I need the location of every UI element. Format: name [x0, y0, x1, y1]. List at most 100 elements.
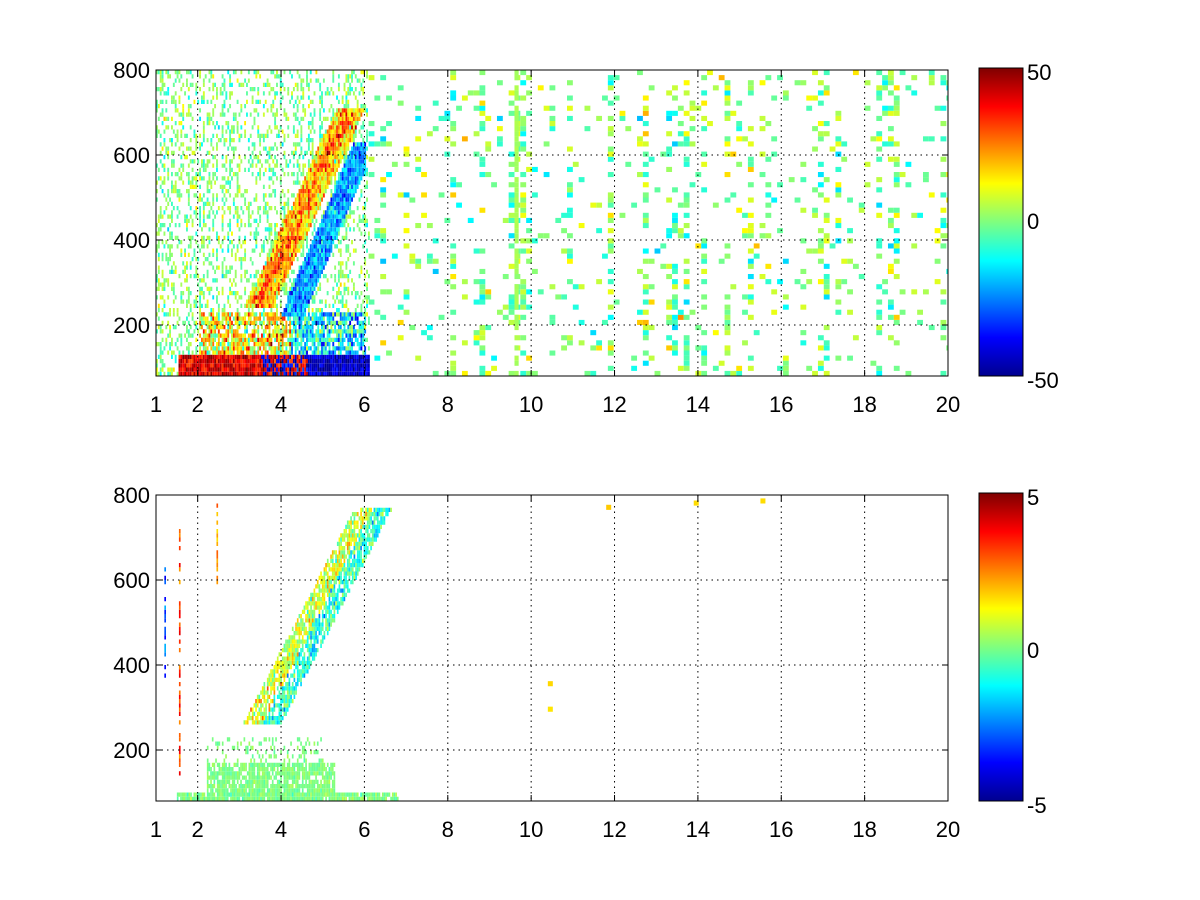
heatmap-cell [180, 371, 183, 376]
heatmap-cell [337, 142, 340, 147]
heatmap-cell [199, 308, 202, 313]
heatmap-cell [502, 314, 509, 320]
heatmap-cell [268, 150, 271, 155]
heatmap-cell [227, 146, 230, 151]
heatmap-cell [330, 350, 333, 355]
heatmap-cell [277, 252, 280, 257]
heatmap-cell [324, 214, 327, 219]
heatmap-cell [217, 367, 220, 372]
heatmap-cell [683, 202, 690, 208]
heatmap-cell [259, 133, 262, 138]
heatmap-cell [306, 333, 308, 338]
heatmap-cell [302, 248, 305, 253]
heatmap-cell [291, 240, 293, 245]
heatmap-cell [247, 78, 250, 83]
heatmap-cell [343, 104, 346, 109]
heatmap-cell [268, 329, 271, 334]
heatmap-cell [347, 337, 350, 342]
heatmap-cell [456, 105, 462, 111]
heatmap-cell [364, 359, 367, 364]
heatmap-cell [321, 121, 323, 126]
heatmap-cell [306, 172, 308, 177]
heatmap-cell [227, 363, 230, 368]
heatmap-cell [249, 87, 252, 92]
heatmap-cell [806, 365, 813, 371]
heatmap-cell [193, 184, 196, 189]
heatmap-cell [291, 303, 293, 308]
heatmap-cell [347, 121, 350, 126]
heatmap-cell [259, 167, 262, 172]
heatmap-cell [247, 167, 250, 172]
heatmap-cell [229, 74, 232, 79]
heatmap-cell [221, 91, 224, 96]
heatmap-cell [206, 320, 209, 325]
heatmap-cell [508, 172, 515, 178]
heatmap-cell [313, 129, 316, 134]
heatmap-cell [217, 316, 220, 321]
heatmap-cell [666, 228, 673, 234]
heatmap-cell [330, 129, 333, 134]
heatmap-cell [887, 243, 894, 249]
heatmap-cell [236, 189, 239, 194]
heatmap-cell [362, 337, 365, 342]
heatmap-cell [336, 308, 338, 313]
heatmap-cell [337, 329, 340, 334]
heatmap-cell [255, 163, 258, 168]
heatmap-cell [229, 346, 232, 351]
heatmap-cell [266, 278, 269, 283]
heatmap-cell [421, 192, 427, 198]
heatmap-cell [221, 227, 224, 232]
heatmap-cell [261, 337, 263, 342]
heatmap-cell [156, 129, 158, 134]
heatmap-cell [520, 279, 527, 285]
heatmap-cell [328, 138, 331, 143]
heatmap-cell [319, 333, 322, 338]
heatmap-cell [321, 99, 323, 104]
heatmap-cell [354, 248, 357, 253]
heatmap-cell [171, 95, 173, 100]
heatmap-cell [313, 252, 316, 257]
heatmap-cell [221, 240, 224, 245]
heatmap-cell [206, 116, 209, 121]
heatmap-cell [311, 184, 314, 189]
heatmap-cell [349, 346, 352, 351]
heatmap-cell [167, 155, 170, 160]
heatmap-cell [283, 138, 286, 143]
heatmap-cell [180, 240, 183, 245]
heatmap-cell [306, 363, 308, 368]
heatmap-cell [283, 265, 286, 270]
heatmap-cell [354, 333, 357, 338]
heatmap-cell [169, 325, 172, 330]
heatmap-cell [229, 167, 232, 172]
heatmap-cell [319, 320, 322, 325]
heatmap-cell [176, 244, 179, 249]
heatmap-cell [202, 337, 205, 342]
heatmap-cell [742, 294, 748, 300]
heatmap-cell [337, 346, 340, 351]
heatmap-cell [264, 210, 267, 215]
heatmap-cell [285, 354, 288, 359]
heatmap-cell [236, 350, 239, 355]
heatmap-cell [274, 227, 277, 232]
heatmap-cell [266, 359, 269, 364]
heatmap-cell [202, 82, 205, 87]
heatmap-cell [291, 150, 293, 155]
heatmap-cell [255, 299, 258, 304]
heatmap-cell [508, 212, 515, 218]
heatmap-cell [367, 235, 370, 240]
heatmap-cell [253, 337, 256, 342]
heatmap-cell [307, 218, 310, 223]
heatmap-cell [217, 354, 220, 359]
heatmap-cell [306, 180, 308, 185]
heatmap-cell [156, 342, 158, 347]
heatmap-cell [341, 269, 344, 274]
heatmap-cell [520, 126, 527, 132]
heatmap-cell [270, 265, 273, 270]
heatmap-cell [328, 312, 331, 317]
heatmap-cell [201, 303, 203, 308]
heatmap-cell [358, 129, 361, 134]
heatmap-cell [306, 214, 308, 219]
heatmap-cell [637, 70, 643, 76]
heatmap-cell [296, 82, 299, 87]
heatmap-cell [195, 265, 198, 270]
